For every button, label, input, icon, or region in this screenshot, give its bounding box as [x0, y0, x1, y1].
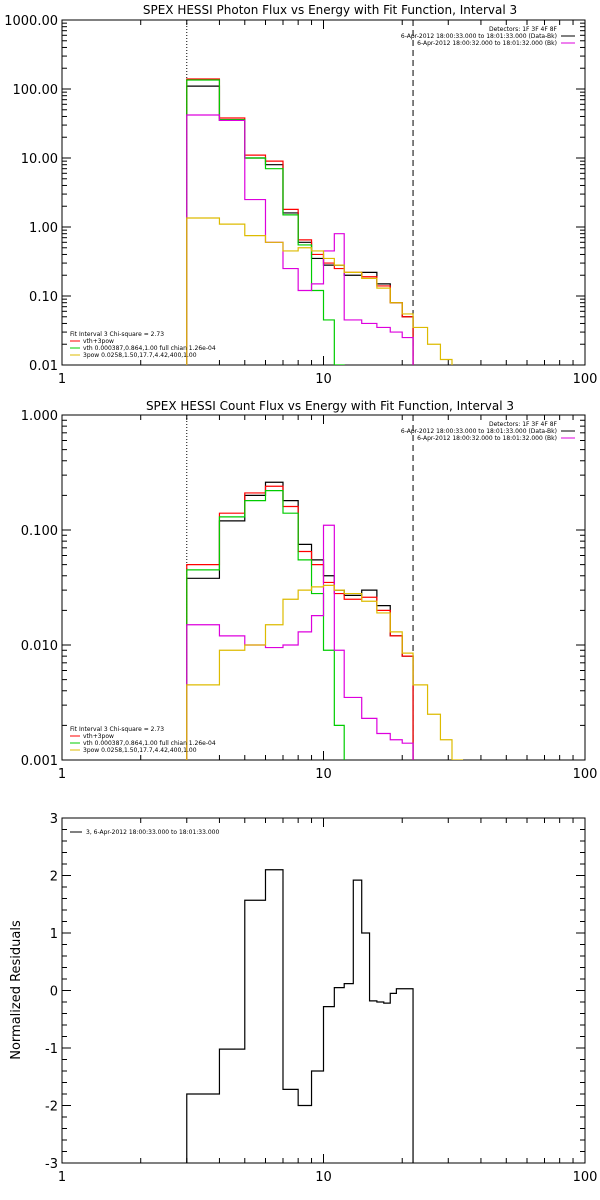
photon-legend-bottom-entry: vth+3pow [83, 338, 114, 345]
resid-y-tick-label: 1 [50, 927, 58, 942]
photon-y-tick-label: 0.10 [29, 290, 58, 305]
count-legend-top-entry: 6-Apr-2012 18:00:33.000 to 18:01:33.000 … [401, 428, 557, 435]
resid-y-tick-label: -3 [45, 1157, 58, 1172]
photon-flux-chart-title: SPEX HESSI Photon Flux vs Energy with Fi… [143, 3, 517, 17]
photon-x-tick-label: 1 [58, 372, 66, 387]
resid-x-tick-label: 10 [315, 1170, 332, 1185]
count-x-tick-label: 1 [58, 767, 66, 782]
photon-y-tick-label: 1000.00 [4, 14, 58, 29]
photon-panel: 1 10 100 0.01 0.10 1.00 10.00 100.00 1000.00 Dete… [4, 14, 597, 387]
resid-series-0-histogram [186, 869, 414, 1163]
count-legend-top-entry: Detectors: 1F 3F 4F 8F [489, 421, 558, 428]
resid-y-tick-label: -2 [45, 1100, 58, 1115]
count-x-tick-label: 100 [573, 767, 598, 782]
resid-legend-entry: 3, 6-Apr-2012 18:00:33.000 to 18:01:33.0… [86, 829, 219, 836]
photon-y-tick-label: 10.00 [21, 152, 58, 167]
count-series-4-histogram [186, 584, 464, 760]
count-flux-chart-title: SPEX HESSI Count Flux vs Energy with Fit… [146, 399, 514, 413]
count-series-3-histogram [186, 524, 414, 760]
photon-series-4-histogram [186, 217, 453, 365]
photon-y-tick-label: 1.00 [29, 221, 58, 236]
count-legend-bottom-entry: vth+3pow [83, 733, 114, 740]
resid-x-tick-label: 100 [573, 1170, 598, 1185]
count-panel: 1 10 100 0.001 0.010 0.100 1.000 Detectors: 1F … [21, 409, 598, 782]
photon-series-3-histogram [186, 114, 414, 365]
photon-x-tick-label: 10 [315, 372, 332, 387]
count-series-2-histogram [186, 490, 345, 760]
resid-y-tick-label: 0 [50, 985, 58, 1000]
count-y-tick-label: 0.001 [21, 754, 58, 769]
photon-x-tick-label: 100 [573, 372, 598, 387]
resid-y-tick-label: 2 [50, 870, 58, 885]
photon-legend-bottom-entry: 3pow 0.0258,1.50,17.7,4.42,400,1.00 [83, 352, 197, 359]
count-legend-top-entry: 6-Apr-2012 18:00:32.000 to 18:01:32.000 … [417, 435, 557, 442]
photon-y-tick-label: 100.00 [13, 83, 59, 98]
resid-x-tick-label: 1 [58, 1170, 66, 1185]
count-y-tick-label: 0.100 [21, 524, 58, 539]
count-y-tick-label: 1.000 [21, 409, 58, 424]
count-legend-bottom-entry: 3pow 0.0258,1.50,17.7,4.42,400,1.00 [83, 747, 197, 754]
resid-y-tick-label: -1 [45, 1042, 58, 1057]
photon-legend-bottom-entry: vth 0.000387,0.864,1.00 full chian 1.26e… [83, 345, 216, 352]
photon-legend-top-entry: Detectors: 1F 3F 4F 8F [489, 26, 558, 33]
count-y-tick-label: 0.010 [21, 639, 58, 654]
count-x-tick-label: 10 [315, 767, 332, 782]
resid-y-tick-label: 3 [50, 812, 58, 827]
photon-y-tick-label: 0.01 [29, 359, 58, 374]
photon-legend-bottom-entry: Fit Interval 3 Chi-square = 2.73 [70, 331, 164, 338]
count-legend-bottom-entry: vth 0.000387,0.864,1.00 full chian 1.26e… [83, 740, 216, 747]
photon-series-2-histogram [186, 79, 345, 365]
photon-legend-top-entry: 6-Apr-2012 18:00:33.000 to 18:01:33.000 … [401, 33, 557, 40]
photon-legend-top-entry: 6-Apr-2012 18:00:32.000 to 18:01:32.000 … [417, 40, 557, 47]
residuals-y-axis-label: Normalized Residuals [9, 920, 24, 1060]
resid-panel: 1 10 100 -3 -2 -1 0 1 2 3 3, 6-Apr-2012 18:00:33.0… [45, 812, 597, 1185]
count-legend-bottom-entry: Fit Interval 3 Chi-square = 2.73 [70, 726, 164, 733]
